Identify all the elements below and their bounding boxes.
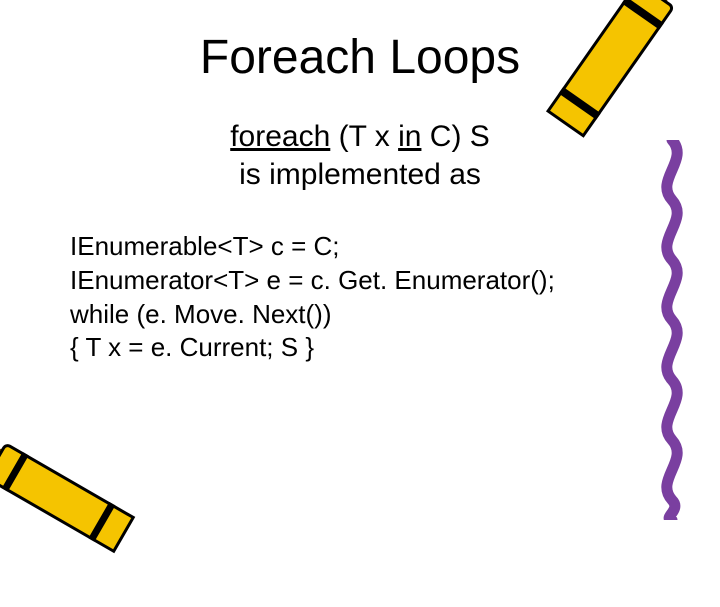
code-block: IEnumerable<T> c = C; IEnumerator<T> e =… xyxy=(70,230,555,365)
subtitle-suffix: C) S xyxy=(421,120,489,153)
subtitle-mid: (T x xyxy=(330,120,398,153)
keyword-foreach: foreach xyxy=(230,120,330,153)
squiggle-icon xyxy=(652,140,692,520)
keyword-in: in xyxy=(398,120,421,153)
subtitle-line2: is implemented as xyxy=(239,158,481,191)
crayon-icon xyxy=(0,333,207,606)
code-line: { T x = e. Current; S } xyxy=(70,331,555,365)
code-line: IEnumerable<T> c = C; xyxy=(70,230,555,264)
code-line: while (e. Move. Next()) xyxy=(70,298,555,332)
code-line: IEnumerator<T> e = c. Get. Enumerator(); xyxy=(70,264,555,298)
